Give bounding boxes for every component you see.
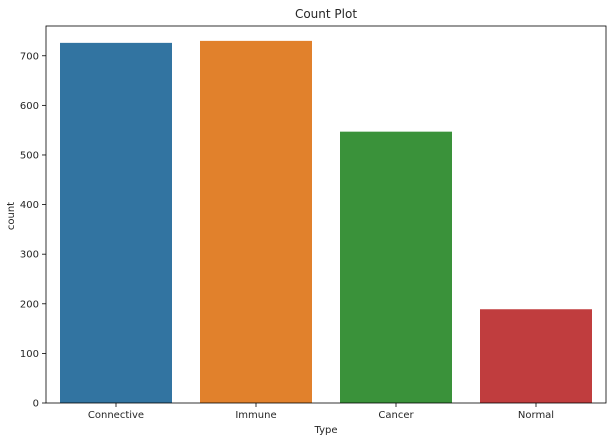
bar-immune (200, 40, 312, 403)
chart-title: Count Plot (295, 7, 357, 21)
x-tick-label: Cancer (378, 410, 414, 421)
y-axis: 0 100 200 300 400 500 600 700 (20, 51, 46, 410)
plot-frame (45, 25, 607, 404)
y-tick-label: 300 (20, 250, 39, 261)
bar-cancer (340, 131, 452, 403)
bar-normal (480, 309, 592, 403)
plot-area (45, 25, 607, 404)
y-tick-label: 700 (20, 51, 39, 62)
x-tick-label: Connective (88, 410, 144, 421)
x-tick-label: Normal (518, 410, 554, 421)
x-axis-label: Type (314, 425, 338, 436)
y-tick-label: 0 (33, 399, 39, 410)
x-tick-label: Immune (235, 410, 276, 421)
y-tick-label: 500 (20, 150, 39, 161)
y-tick-label: 100 (20, 349, 39, 360)
bar-connective (60, 42, 172, 404)
y-axis-label: count (6, 202, 17, 230)
y-tick-label: 600 (20, 101, 39, 112)
x-axis: Connective Immune Cancer Normal (88, 403, 554, 421)
y-tick-label: 400 (20, 200, 39, 211)
y-tick-label: 200 (20, 299, 39, 310)
